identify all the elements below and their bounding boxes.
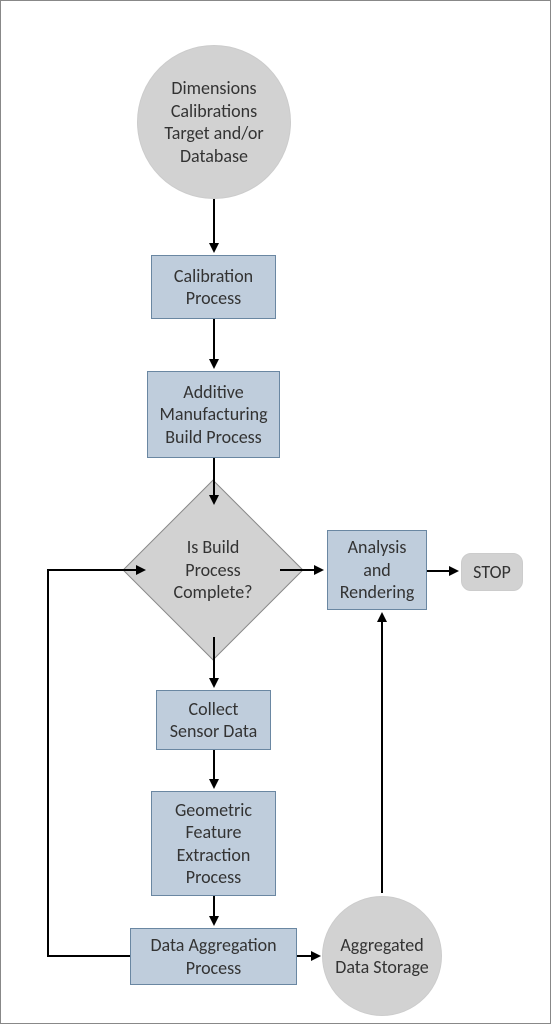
node-label: Is BuildProcessComplete? bbox=[173, 536, 252, 604]
node-feature-extraction: GeometricFeatureExtractionProcess bbox=[151, 791, 276, 896]
node-decision-build-complete: Is BuildProcessComplete? bbox=[149, 506, 277, 634]
node-calibration-process: CalibrationProcess bbox=[151, 255, 276, 319]
node-stop: STOP bbox=[461, 553, 523, 591]
node-label: AnalysisandRendering bbox=[340, 536, 415, 604]
node-analysis-rendering: AnalysisandRendering bbox=[327, 530, 427, 610]
node-label: AggregatedData Storage bbox=[335, 934, 428, 979]
node-data-aggregation: Data AggregationProcess bbox=[130, 928, 297, 985]
node-label: GeometricFeatureExtractionProcess bbox=[175, 799, 252, 889]
node-label: AdditiveManufacturingBuild Process bbox=[159, 381, 267, 449]
node-am-build-process: AdditiveManufacturingBuild Process bbox=[147, 371, 280, 458]
node-label: STOP bbox=[473, 561, 511, 584]
node-collect-sensor-data: CollectSensor Data bbox=[156, 690, 271, 750]
node-label: Data AggregationProcess bbox=[150, 934, 276, 979]
node-aggregated-storage: AggregatedData Storage bbox=[322, 896, 442, 1016]
edge-e11 bbox=[48, 570, 144, 956]
node-label: DimensionsCalibrationsTarget and/orDatab… bbox=[164, 77, 263, 167]
node-label: CollectSensor Data bbox=[170, 698, 258, 743]
node-input-database: DimensionsCalibrationsTarget and/orDatab… bbox=[137, 45, 291, 199]
node-label: CalibrationProcess bbox=[174, 265, 253, 310]
flowchart-frame: DimensionsCalibrationsTarget and/orDatab… bbox=[0, 0, 551, 1024]
